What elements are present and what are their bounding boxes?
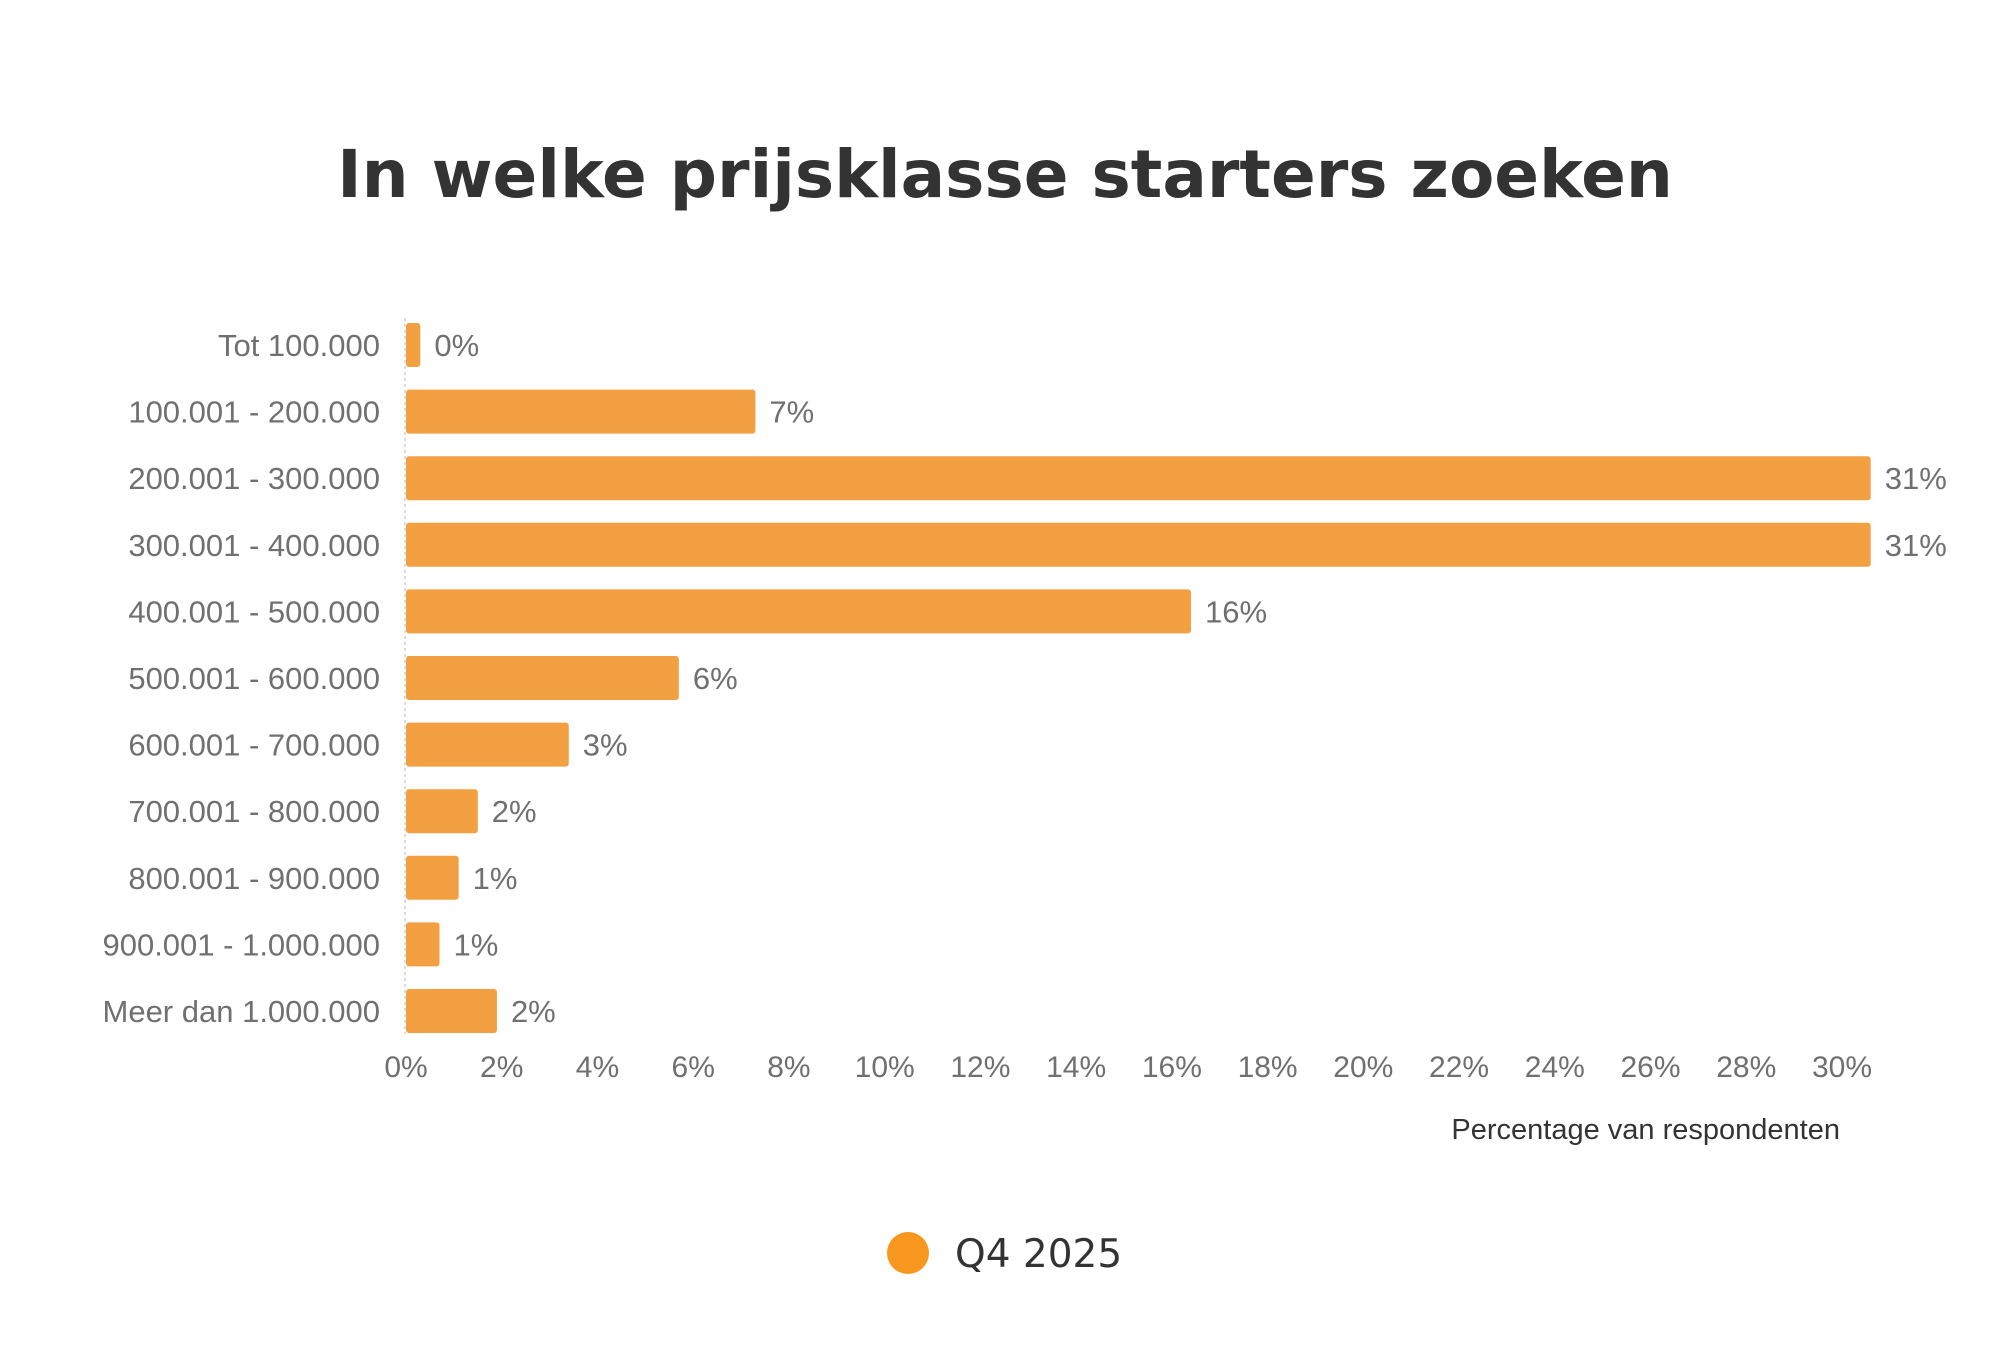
category-label-3: 200.001 - 300.000: [128, 461, 380, 496]
data-label-11: 2%: [511, 994, 556, 1029]
bar-4[interactable]: [406, 522, 1871, 567]
data-label-3: 31%: [1885, 461, 1947, 496]
x-tick-label-10: 18%: [1238, 1051, 1298, 1084]
bar-10[interactable]: [406, 922, 440, 967]
x-tick-label-9: 16%: [1142, 1051, 1202, 1084]
bar-6[interactable]: [406, 656, 679, 700]
category-labels: Tot 100.000 100.001 - 200.000 200.001 - 30…: [102, 328, 380, 1029]
x-tick-label-1: 0%: [384, 1051, 427, 1084]
bar-2[interactable]: [406, 389, 756, 434]
data-label-10: 1%: [454, 927, 499, 962]
x-tick-label-5: 8%: [767, 1051, 810, 1084]
x-tick-label-4: 6%: [672, 1051, 715, 1084]
bar-1[interactable]: [406, 323, 421, 367]
x-tick-label-11: 20%: [1333, 1051, 1393, 1084]
data-label-9: 1%: [473, 861, 518, 896]
category-label-5: 400.001 - 500.000: [128, 594, 380, 629]
category-label-8: 700.001 - 800.000: [128, 794, 380, 829]
x-axis-title: Percentage van respondenten: [1451, 1114, 1840, 1146]
category-label-6: 500.001 - 600.000: [128, 661, 380, 696]
x-axis-ticks: 0% 2% 4% 6% 8% 10% 12% 14% 16% 18% 20% 22% 24% 26% 28%…: [384, 1051, 1872, 1084]
data-labels: 0% 7% 31% 31% 16% 6% 3% 2% 1% 1% 2%: [434, 328, 1946, 1029]
chart-title: In welke prijsklasse starters zoeken: [337, 136, 1673, 213]
data-label-7: 3%: [583, 728, 628, 763]
bar-8[interactable]: [406, 789, 478, 834]
x-tick-label-13: 24%: [1525, 1051, 1585, 1084]
x-tick-label-12: 22%: [1429, 1051, 1489, 1084]
legend[interactable]: Q4 2025: [887, 1232, 1122, 1277]
category-label-7: 600.001 - 700.000: [128, 728, 380, 763]
x-tick-label-8: 14%: [1046, 1051, 1106, 1084]
legend-marker: [887, 1232, 929, 1274]
data-label-4: 31%: [1885, 528, 1947, 563]
category-label-4: 300.001 - 400.000: [128, 528, 380, 563]
x-tick-label-2: 2%: [480, 1051, 523, 1084]
category-label-10: 900.001 - 1.000.000: [102, 927, 380, 962]
category-label-11: Meer dan 1.000.000: [103, 994, 381, 1029]
x-tick-label-3: 4%: [576, 1051, 619, 1084]
x-tick-label-16: 30%: [1812, 1051, 1872, 1084]
data-label-2: 7%: [769, 395, 814, 430]
data-label-1: 0%: [434, 328, 479, 363]
data-label-6: 6%: [693, 661, 738, 696]
bar-3[interactable]: [406, 456, 1871, 501]
bar-5[interactable]: [406, 589, 1192, 634]
category-label-1: Tot 100.000: [218, 328, 380, 363]
bars-group: [406, 323, 1871, 1033]
data-label-5: 16%: [1205, 594, 1267, 629]
category-label-9: 800.001 - 900.000: [128, 861, 380, 896]
bar-7[interactable]: [406, 722, 569, 767]
data-label-8: 2%: [492, 794, 537, 829]
x-tick-label-6: 10%: [855, 1051, 915, 1084]
x-tick-label-15: 28%: [1716, 1051, 1776, 1084]
bar-9[interactable]: [406, 855, 459, 900]
x-tick-label-7: 12%: [950, 1051, 1010, 1084]
category-label-2: 100.001 - 200.000: [128, 395, 380, 430]
legend-label: Q4 2025: [955, 1232, 1122, 1277]
x-tick-label-14: 26%: [1621, 1051, 1681, 1084]
bar-11[interactable]: [406, 989, 497, 1033]
